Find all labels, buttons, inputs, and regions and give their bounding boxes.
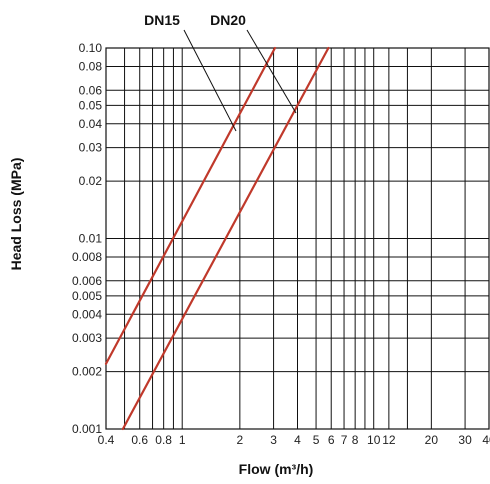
y-tick-label: 0.003: [72, 331, 102, 345]
tick-labels: 0.40.60.81234567810122030400.0010.0020.0…: [72, 41, 490, 447]
plot-frame: [105, 47, 490, 430]
y-tick-label: 0.004: [72, 307, 102, 321]
x-tick-label: 4: [294, 433, 301, 447]
series-label-dn20: DN20: [210, 12, 246, 28]
y-tick-label: 0.01: [79, 232, 103, 246]
x-tick-label: 40: [482, 433, 490, 447]
series-line-dn20: [121, 46, 330, 431]
y-tick-label: 0.06: [79, 83, 103, 97]
series-labels: DN15 DN20: [144, 12, 297, 132]
y-axis-title: Head Loss (MPa): [8, 158, 24, 271]
series-leader-line: [246, 29, 297, 114]
x-axis-title: Flow (m³/h): [239, 461, 314, 477]
series-leader-line: [183, 29, 237, 132]
y-tick-label: 0.008: [72, 250, 102, 264]
y-tick-label: 0.001: [72, 422, 102, 436]
x-tick-label: 10: [367, 433, 381, 447]
x-tick-label: 8: [352, 433, 359, 447]
series-lines: [104, 46, 330, 431]
x-tick-label: 20: [425, 433, 439, 447]
x-tick-label: 0.4: [98, 433, 115, 447]
y-tick-label: 0.02: [79, 174, 103, 188]
x-tick-label: 2: [237, 433, 244, 447]
x-tick-label: 6: [328, 433, 335, 447]
y-tick-label: 0.04: [79, 117, 103, 131]
series-label-dn15: DN15: [144, 12, 180, 28]
x-tick-label: 12: [382, 433, 396, 447]
series-line-dn15: [104, 46, 277, 365]
x-tick-label: 30: [458, 433, 472, 447]
y-tick-label: 0.03: [79, 141, 103, 155]
y-tick-label: 0.05: [79, 98, 103, 112]
y-tick-label: 0.002: [72, 365, 102, 379]
grid: [105, 47, 490, 430]
y-tick-label: 0.005: [72, 289, 102, 303]
y-tick-label: 0.10: [79, 41, 103, 55]
x-tick-label: 5: [313, 433, 320, 447]
x-tick-label: 1: [179, 433, 186, 447]
y-tick-label: 0.08: [79, 59, 103, 73]
x-tick-label: 7: [341, 433, 348, 447]
x-tick-label: 0.6: [131, 433, 148, 447]
x-tick-label: 0.8: [155, 433, 172, 447]
y-tick-label: 0.006: [72, 274, 102, 288]
x-tick-label: 3: [270, 433, 277, 447]
